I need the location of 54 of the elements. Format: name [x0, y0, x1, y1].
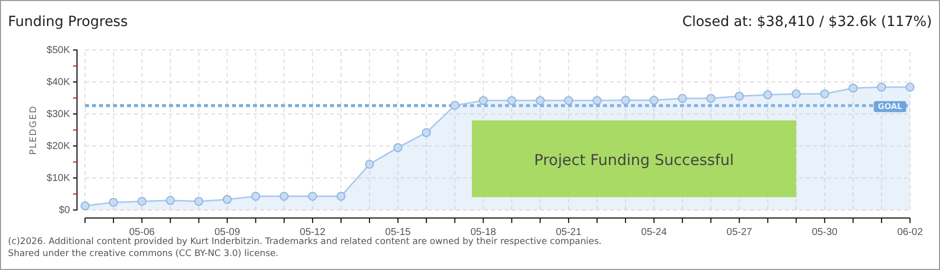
y-tick-label: $10K	[46, 173, 70, 184]
point	[222, 194, 232, 204]
x-tick-label: 05-30	[812, 227, 838, 238]
chart-title: Funding Progress	[8, 14, 128, 30]
point	[194, 196, 204, 206]
point	[792, 89, 801, 98]
point	[621, 96, 630, 105]
point	[80, 201, 90, 210]
point	[137, 196, 146, 206]
point	[536, 96, 545, 106]
annotation: Project Funding Successful	[534, 150, 734, 169]
point	[564, 96, 574, 106]
point	[108, 198, 118, 207]
note-box: Project Funding Successful	[472, 120, 796, 198]
y-tick-label: $50K	[46, 45, 70, 56]
point	[877, 82, 886, 92]
x-tick-label: 05-18	[470, 227, 496, 238]
point	[678, 94, 687, 103]
x-tick-label: 05-24	[641, 227, 668, 238]
x-tick-label: 05-12	[300, 227, 326, 238]
y-tick-label: $40K	[46, 77, 70, 88]
point	[308, 192, 318, 201]
point	[336, 192, 346, 201]
point	[507, 96, 516, 106]
x-tick-label: 06-02	[897, 227, 924, 238]
point	[450, 100, 460, 110]
point	[478, 96, 488, 106]
x-tick-label: 05-15	[385, 227, 412, 238]
point	[422, 128, 431, 138]
point	[393, 143, 402, 152]
y-tick-label: $30K	[46, 109, 70, 120]
y-tick-label: $20K	[46, 141, 70, 152]
y-tick-label: $0	[58, 205, 70, 216]
point	[251, 192, 260, 201]
ref-line-label: GOAL	[878, 102, 902, 112]
point	[649, 96, 658, 105]
point	[906, 82, 914, 92]
x-tick-label: 05-21	[556, 227, 582, 238]
point	[848, 84, 858, 93]
point	[280, 192, 289, 201]
point	[592, 96, 602, 106]
x-tick-label: 05-27	[726, 227, 753, 238]
point	[706, 94, 716, 103]
text: (c)2026. Additional content provided by Kurt Inderbitzin. Trademarks and related content are owned by their respective companies.	[8, 237, 602, 247]
point	[820, 89, 830, 98]
x-tick-label: 05-06	[129, 227, 156, 238]
y-axis-title: PLEDGED	[29, 105, 39, 155]
point	[166, 196, 175, 205]
point	[763, 90, 772, 100]
point	[734, 92, 744, 101]
chart-subtitle: Closed at: $38,410 / $32.6k (117%)	[682, 14, 932, 30]
point	[364, 160, 374, 169]
text: Shared under the creative commons (CC BY-NC 3.0) license.	[8, 249, 279, 259]
x-tick-label: 05-09	[214, 227, 240, 238]
